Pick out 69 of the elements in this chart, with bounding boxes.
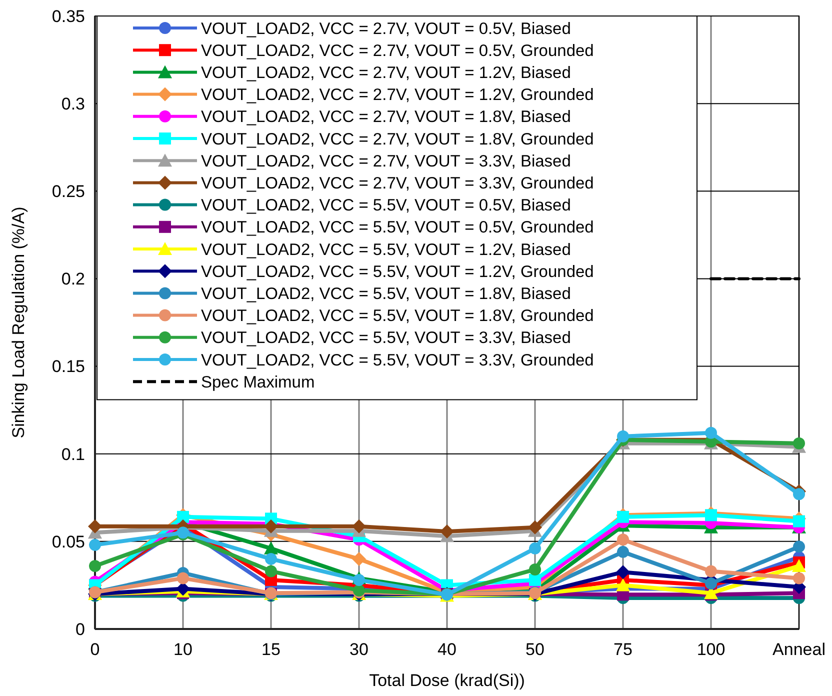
legend-label: VOUT_LOAD2, VCC = 2.7V, VOUT = 0.5V, Biased (201, 20, 571, 38)
point (617, 534, 629, 546)
x-tick-label: 75 (614, 640, 632, 659)
point (793, 437, 805, 450)
point (705, 426, 717, 439)
point (264, 541, 278, 554)
y-tick-label: 0.2 (61, 270, 85, 289)
point (705, 509, 717, 522)
legend-label: VOUT_LOAD2, VCC = 2.7V, VOUT = 1.2V, Biased (201, 64, 571, 82)
point (793, 572, 805, 584)
legend-label: VOUT_LOAD2, VCC = 5.5V, VOUT = 1.8V, Biased (201, 284, 571, 303)
legend-label: VOUT_LOAD2, VCC = 2.7V, VOUT = 1.2V, Grounded (201, 86, 594, 104)
point (529, 542, 541, 554)
point (705, 565, 717, 578)
legend-label: VOUT_LOAD2, VCC = 5.5V, VOUT = 1.2V, Biased (201, 240, 571, 259)
y-tick-label: 0.35 (52, 6, 85, 26)
point (177, 572, 189, 584)
point (529, 563, 541, 576)
y-tick-label: 0.1 (61, 444, 85, 464)
legend-label: VOUT_LOAD2, VCC = 2.7V, VOUT = 0.5V, Grounded (201, 42, 594, 60)
legend-label: VOUT_LOAD2, VCC = 2.7V, VOUT = 3.3V, Biased (201, 152, 571, 170)
point (264, 519, 278, 534)
y-tick-label: 0.15 (52, 357, 85, 376)
y-tick-label: 0 (76, 620, 85, 639)
y-tick-label: 0.05 (52, 532, 85, 552)
point (617, 430, 629, 442)
point (440, 524, 454, 538)
x-axis-title: Total Dose (krad(Si)) (369, 671, 525, 690)
x-tick-label: 40 (438, 640, 456, 659)
point (616, 578, 630, 592)
legend-label: VOUT_LOAD2, VCC = 2.7V, VOUT = 1.8V, Biased (201, 108, 571, 126)
point (352, 519, 366, 534)
x-tick-label: 100 (696, 640, 726, 659)
point (793, 515, 805, 528)
x-tick-label: 30 (350, 640, 368, 659)
point (793, 488, 805, 500)
x-tick-label: 15 (262, 640, 280, 659)
point (176, 582, 190, 596)
point (617, 510, 629, 523)
x-tick-label: 0 (90, 640, 100, 659)
point (89, 560, 101, 572)
x-tick-label: 10 (174, 640, 192, 659)
point (265, 565, 277, 578)
point (792, 558, 806, 572)
legend-label: VOUT_LOAD2, VCC = 5.5V, VOUT = 0.5V, Biased (201, 196, 571, 215)
legend-label: Spec Maximum (201, 373, 315, 392)
point (528, 520, 542, 534)
legend-label: VOUT_LOAD2, VCC = 5.5V, VOUT = 0.5V, Grounded (201, 218, 594, 237)
point (529, 574, 541, 586)
point (89, 538, 101, 551)
point (793, 540, 805, 553)
point (616, 565, 630, 580)
legend-label: VOUT_LOAD2, VCC = 2.7V, VOUT = 3.3V, Grounded (201, 174, 594, 192)
legend-label: VOUT_LOAD2, VCC = 5.5V, VOUT = 1.8V, Grounded (201, 307, 594, 326)
x-tick-label: 50 (526, 640, 544, 659)
y-tick-label: 0.25 (52, 182, 85, 202)
point (353, 574, 365, 586)
legend-label: VOUT_LOAD2, VCC = 2.7V, VOUT = 1.8V, Grounded (201, 130, 594, 148)
legend-label: VOUT_LOAD2, VCC = 5.5V, VOUT = 3.3V, Biased (201, 329, 571, 348)
point (177, 510, 189, 523)
point (88, 519, 102, 534)
x-tick-label: Anneal (772, 640, 826, 659)
y-tick-label: 0.3 (61, 94, 85, 114)
point (265, 552, 277, 565)
y-axis-title: Sinking Load Regulation (%/A) (9, 206, 28, 438)
point (352, 552, 366, 566)
point (617, 546, 629, 558)
legend-label: VOUT_LOAD2, VCC = 5.5V, VOUT = 1.2V, Grounded (201, 262, 594, 281)
legend-label: VOUT_LOAD2, VCC = 5.5V, VOUT = 3.3V, Grounded (201, 351, 594, 370)
